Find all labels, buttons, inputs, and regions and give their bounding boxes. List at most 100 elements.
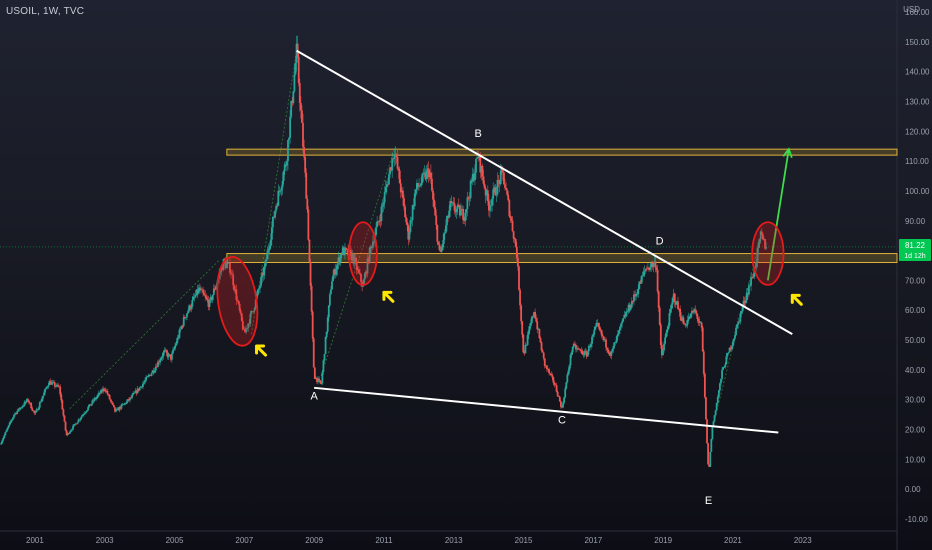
candle-body <box>591 336 593 344</box>
point-label-a: A <box>310 391 318 403</box>
candle-body <box>405 217 408 223</box>
candle-body <box>479 154 482 173</box>
candle-body <box>215 286 217 290</box>
candle-body <box>576 348 578 350</box>
x-tick-label: 2021 <box>724 536 742 545</box>
candle-body <box>138 387 141 391</box>
candle-body <box>105 390 108 392</box>
candle-body <box>92 400 95 402</box>
candle-body <box>757 242 760 248</box>
point-label-c: C <box>558 415 566 427</box>
candle-body <box>685 324 688 326</box>
candle-body <box>213 288 216 290</box>
candle-body <box>411 205 414 220</box>
candle-body <box>692 310 694 313</box>
candle-body <box>70 430 72 432</box>
candle-body <box>365 272 368 274</box>
candle-body <box>328 294 331 306</box>
candle-body <box>259 285 261 289</box>
x-tick-label: 2009 <box>305 536 323 545</box>
candle-body <box>81 414 84 417</box>
y-tick-label: 20.00 <box>905 426 926 435</box>
candle-body <box>304 156 307 173</box>
y-tick-label: 40.00 <box>905 366 926 375</box>
candle-body <box>598 326 601 330</box>
candle-body <box>599 329 602 331</box>
candle-body <box>489 205 491 211</box>
candle-body <box>75 423 78 425</box>
candle-body <box>181 325 184 327</box>
candle-body <box>662 350 664 356</box>
candle-body <box>440 247 443 252</box>
candle-body <box>301 110 303 123</box>
lower-trendline <box>314 386 779 434</box>
candle-body <box>567 370 570 375</box>
candle-body <box>451 202 454 204</box>
candle-body <box>64 421 67 431</box>
candle-body <box>515 246 518 259</box>
candle-body <box>143 382 145 384</box>
candle-body <box>533 311 535 317</box>
guide-line <box>711 235 762 430</box>
candle-body <box>672 293 675 299</box>
candle-body <box>367 258 370 263</box>
candle-body <box>307 209 310 240</box>
candle-body <box>743 300 746 304</box>
candle-body <box>487 201 490 211</box>
candle-body <box>628 304 631 310</box>
candle-body <box>755 261 758 267</box>
candle-body <box>414 189 417 194</box>
candle-body <box>609 354 612 356</box>
candle-body <box>123 403 126 405</box>
candle-body <box>258 288 260 290</box>
candle-body <box>331 281 333 290</box>
candle-body <box>130 397 132 399</box>
candle-body <box>133 392 136 394</box>
candle-body <box>756 247 759 262</box>
candle-body <box>262 272 265 276</box>
candle-body <box>638 281 641 289</box>
candle-body <box>481 166 484 177</box>
candle-body <box>751 277 754 279</box>
arrow-marker <box>382 290 395 303</box>
candle-body <box>765 246 768 249</box>
candle-body <box>267 248 270 251</box>
candle-body <box>711 427 714 439</box>
candle-body <box>461 208 463 211</box>
candle-body <box>163 350 166 353</box>
candle-body <box>607 349 610 353</box>
candle-body <box>618 330 620 334</box>
candle-body <box>714 410 717 416</box>
y-tick-label: 160.00 <box>905 8 930 17</box>
candle-body <box>446 216 448 226</box>
candle-body <box>23 401 26 406</box>
candle-body <box>419 185 422 187</box>
candle-body <box>433 199 435 208</box>
candle-body <box>211 294 214 301</box>
candle-body <box>269 239 272 246</box>
candle-body <box>404 206 406 218</box>
candle-body <box>247 323 250 329</box>
candle-body <box>99 392 101 394</box>
candle-body <box>594 326 597 331</box>
candle-body <box>52 382 55 383</box>
candle-body <box>44 388 47 393</box>
candle-body <box>455 208 458 213</box>
candle-body <box>384 187 387 193</box>
candle-body <box>220 267 223 273</box>
candle-body <box>471 173 474 182</box>
candle-body <box>229 262 231 273</box>
candle-body <box>313 367 316 379</box>
candle-body <box>203 293 206 296</box>
candle-body <box>758 239 761 243</box>
candle-body <box>572 343 575 347</box>
candle-body <box>700 322 703 328</box>
candle-body <box>306 198 309 210</box>
candle-body <box>403 198 405 207</box>
x-tick-label: 2019 <box>654 536 672 545</box>
candle-body <box>282 171 285 181</box>
candle-body <box>613 342 616 346</box>
candle-body <box>100 389 102 394</box>
